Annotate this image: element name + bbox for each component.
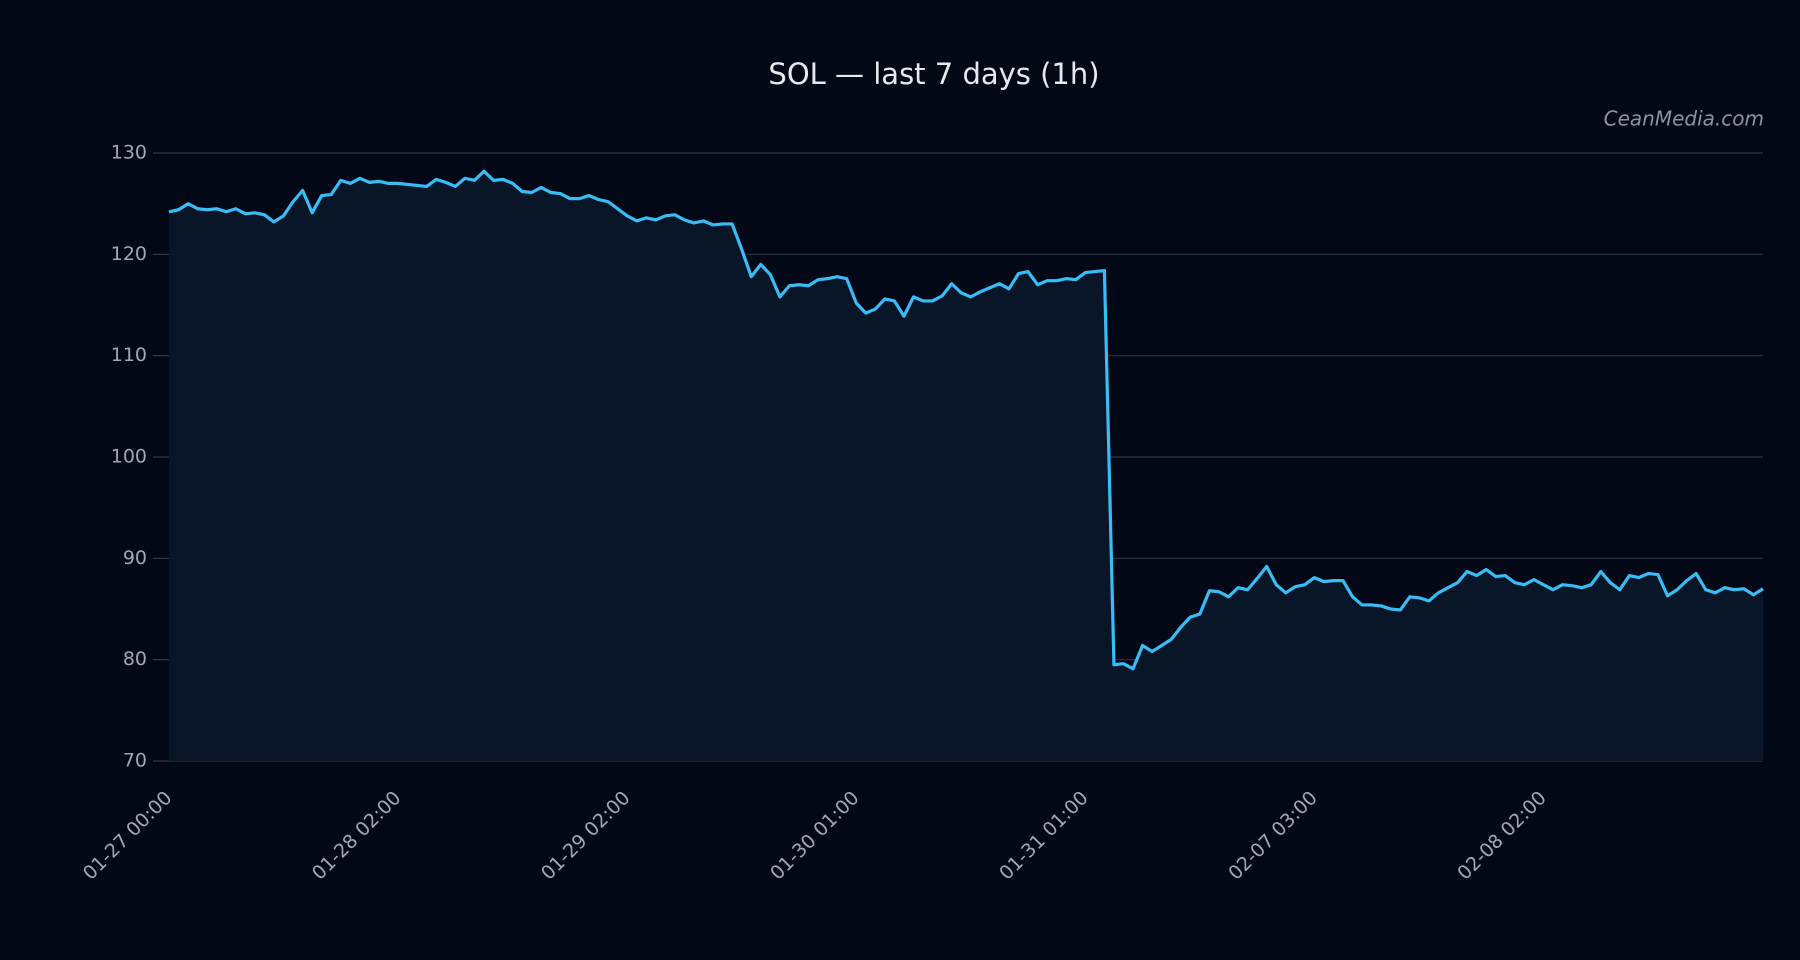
y-tick-label: 90 (123, 547, 147, 569)
y-tick-label: 80 (123, 648, 147, 670)
y-tick-label: 70 (123, 750, 147, 772)
watermark: CeanMedia.com (1604, 107, 1764, 131)
y-tick-label: 120 (111, 243, 147, 265)
y-tick-label: 110 (111, 344, 147, 366)
area (169, 171, 1763, 762)
chart-title: SOL — last 7 days (1h) (768, 57, 1099, 91)
y-tick-label: 100 (111, 446, 147, 468)
y-tick-label: 130 (111, 142, 147, 164)
line (168, 169, 1764, 671)
